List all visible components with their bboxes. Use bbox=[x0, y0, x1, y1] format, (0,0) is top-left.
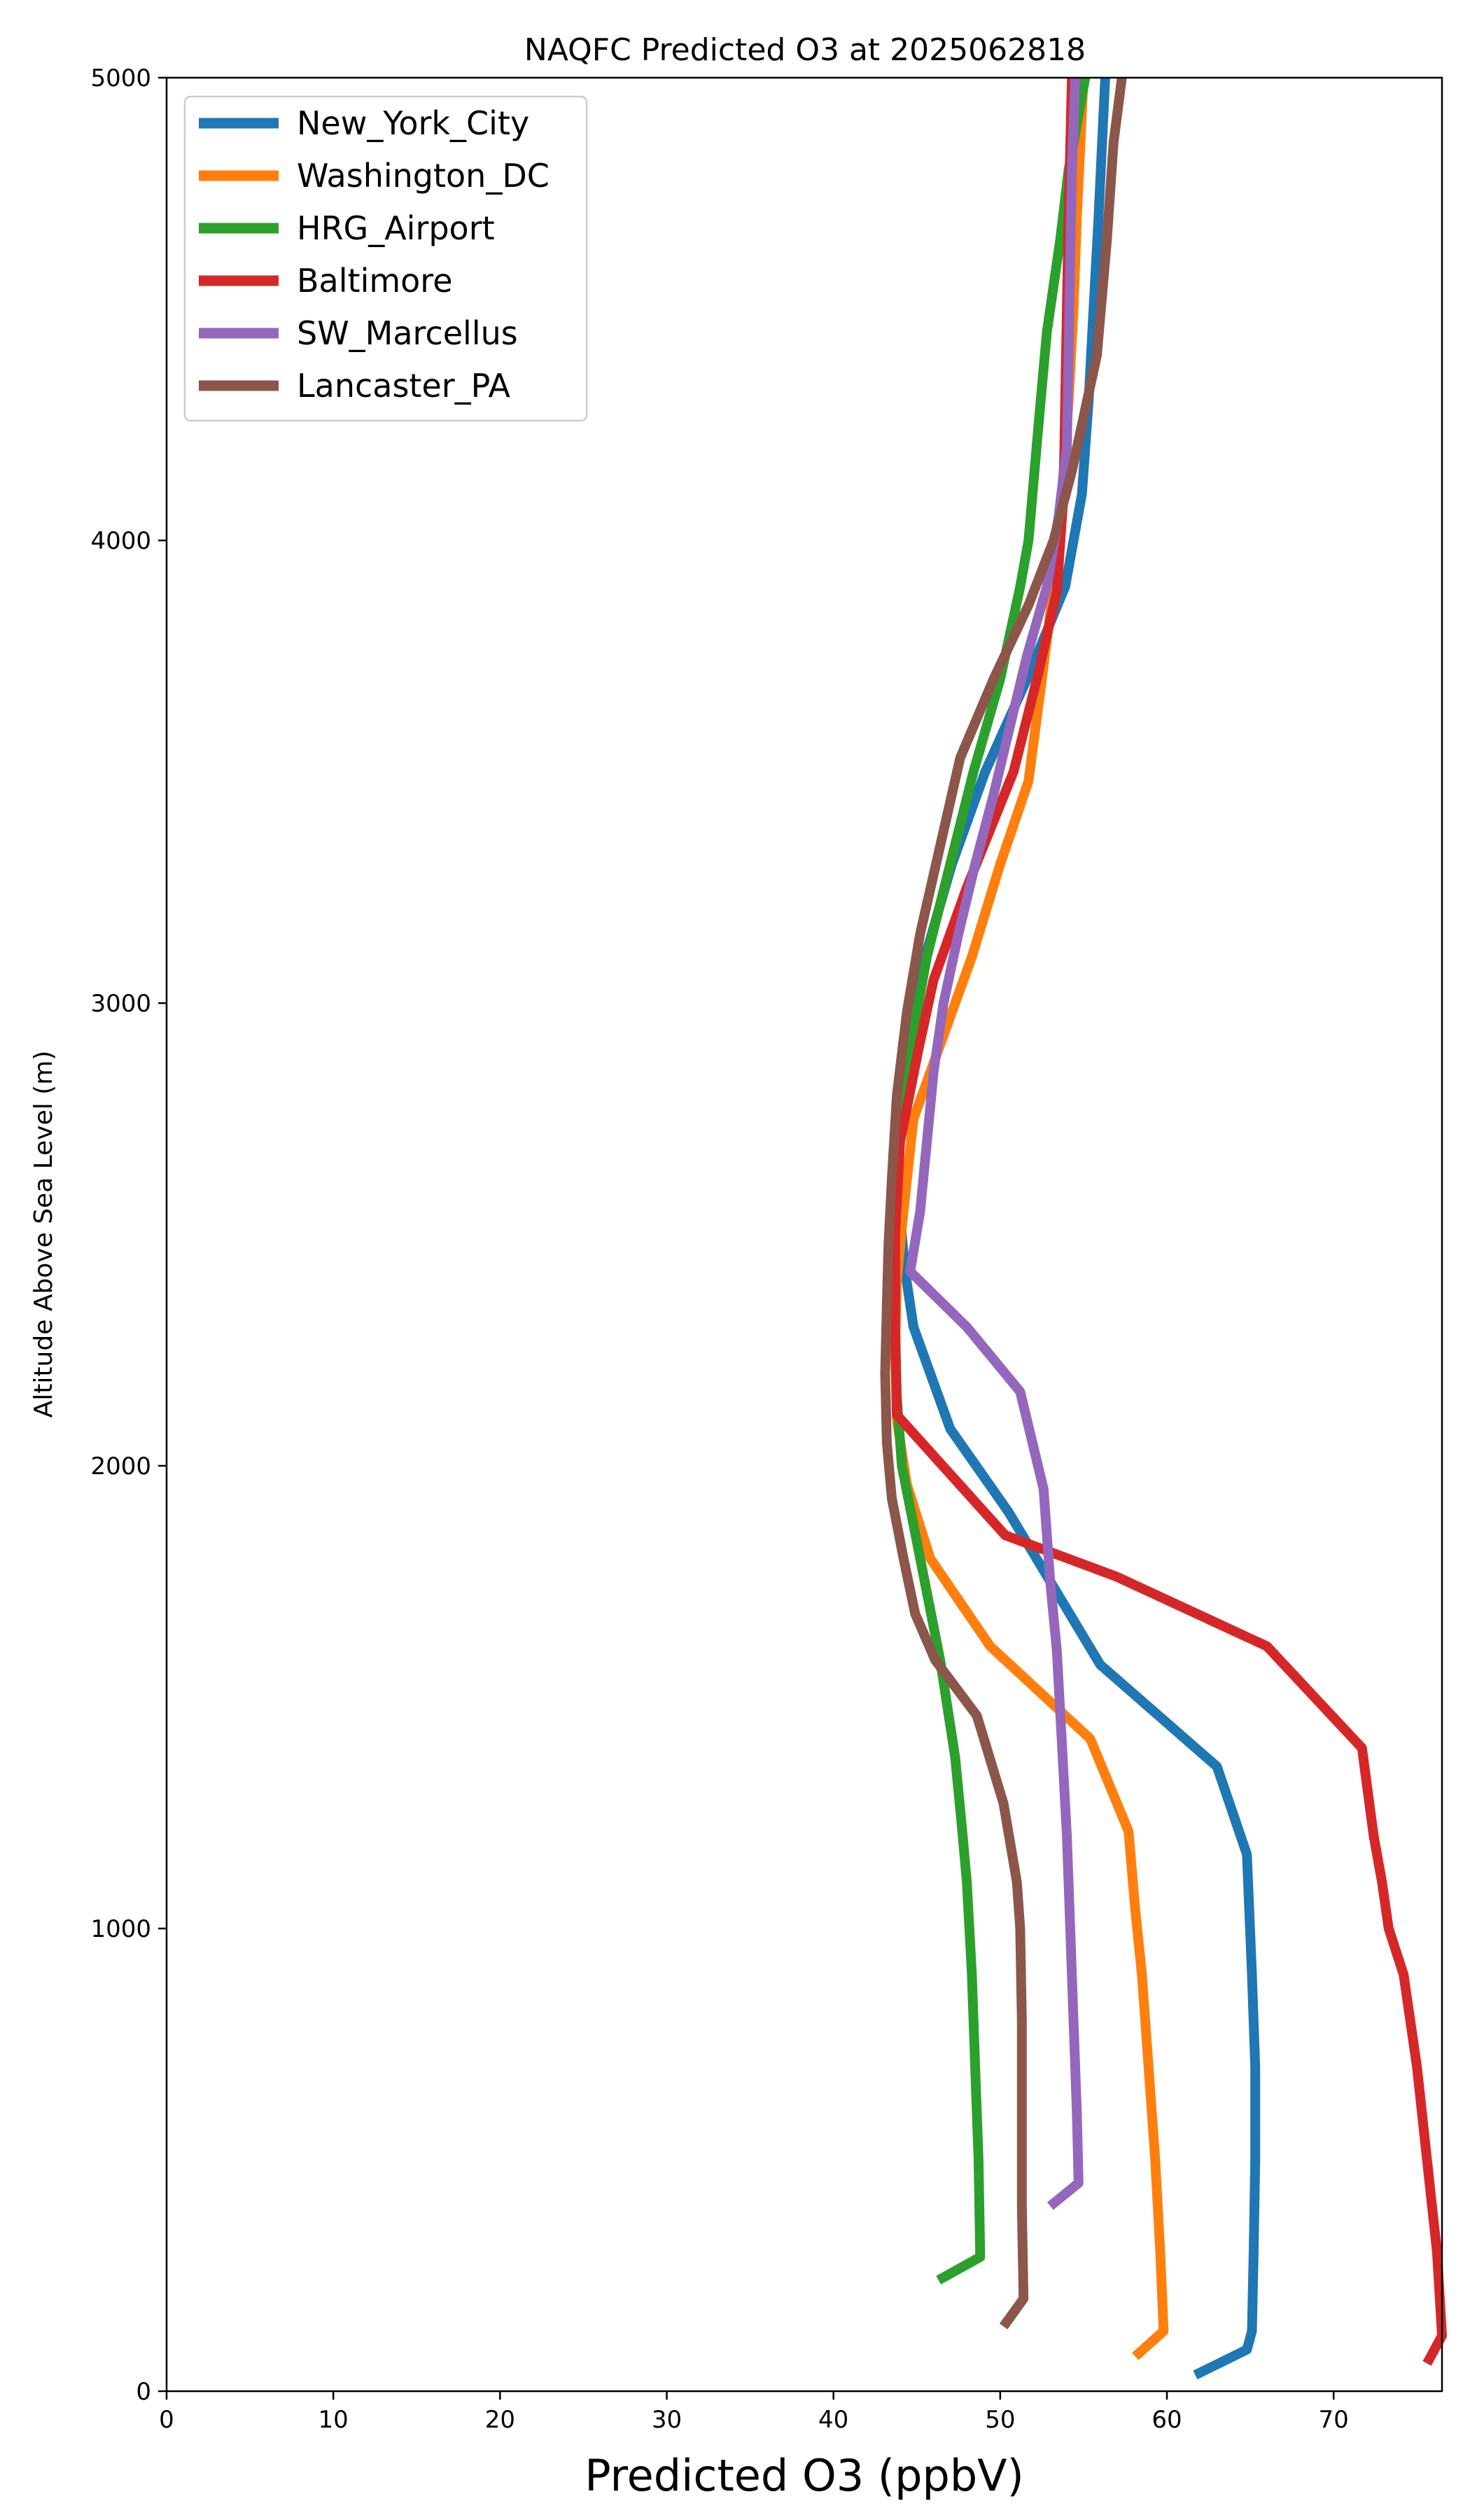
y-axis: 0 1000 2000 3000 4000 5000 bbox=[90, 64, 167, 2406]
x-tick-label: 60 bbox=[1152, 2406, 1182, 2434]
y-tick-label: 3000 bbox=[90, 990, 151, 1018]
x-axis-label: Predicted O3 (ppbV) bbox=[584, 2450, 1024, 2501]
legend-label-new-york-city: New_York_City bbox=[297, 104, 529, 142]
y-tick-label: 0 bbox=[136, 2378, 151, 2406]
series-line-lancaster-pa bbox=[880, 77, 1127, 2330]
x-tick-label: 70 bbox=[1319, 2406, 1349, 2434]
legend-label-sw-marcellus: SW_Marcellus bbox=[297, 314, 518, 352]
x-tick-label: 0 bbox=[159, 2406, 174, 2434]
legend: New_York_City Washington_DC HRG_Airport Bal… bbox=[183, 95, 588, 422]
x-axis: 0 10 20 30 40 50 60 70 bbox=[159, 2391, 1349, 2434]
legend-label-washington-dc: Washington_DC bbox=[297, 157, 550, 195]
y-tick-label: 5000 bbox=[90, 64, 151, 92]
chart-title: NAQFC Predicted O3 at 2025062818 bbox=[524, 32, 1086, 68]
x-tick-label: 20 bbox=[485, 2406, 515, 2434]
x-tick-label: 10 bbox=[318, 2406, 349, 2434]
y-tick-label: 1000 bbox=[90, 1915, 151, 1943]
series-layer bbox=[880, 76, 1447, 2380]
y-tick-label: 2000 bbox=[90, 1452, 151, 1480]
x-tick-label: 30 bbox=[652, 2406, 682, 2434]
plot-area-frame bbox=[165, 76, 1443, 2393]
y-tick-label: 4000 bbox=[90, 527, 151, 555]
y-axis-label: Altitude Above Sea Level (m) bbox=[29, 1051, 58, 1418]
x-tick-label: 40 bbox=[818, 2406, 848, 2434]
legend-box bbox=[183, 95, 588, 422]
legend-label-hrg-airport: HRG_Airport bbox=[297, 209, 495, 247]
legend-label-lancaster-pa: Lancaster_PA bbox=[297, 367, 510, 405]
legend-label-baltimore: Baltimore bbox=[297, 262, 453, 300]
x-tick-label: 50 bbox=[985, 2406, 1015, 2434]
